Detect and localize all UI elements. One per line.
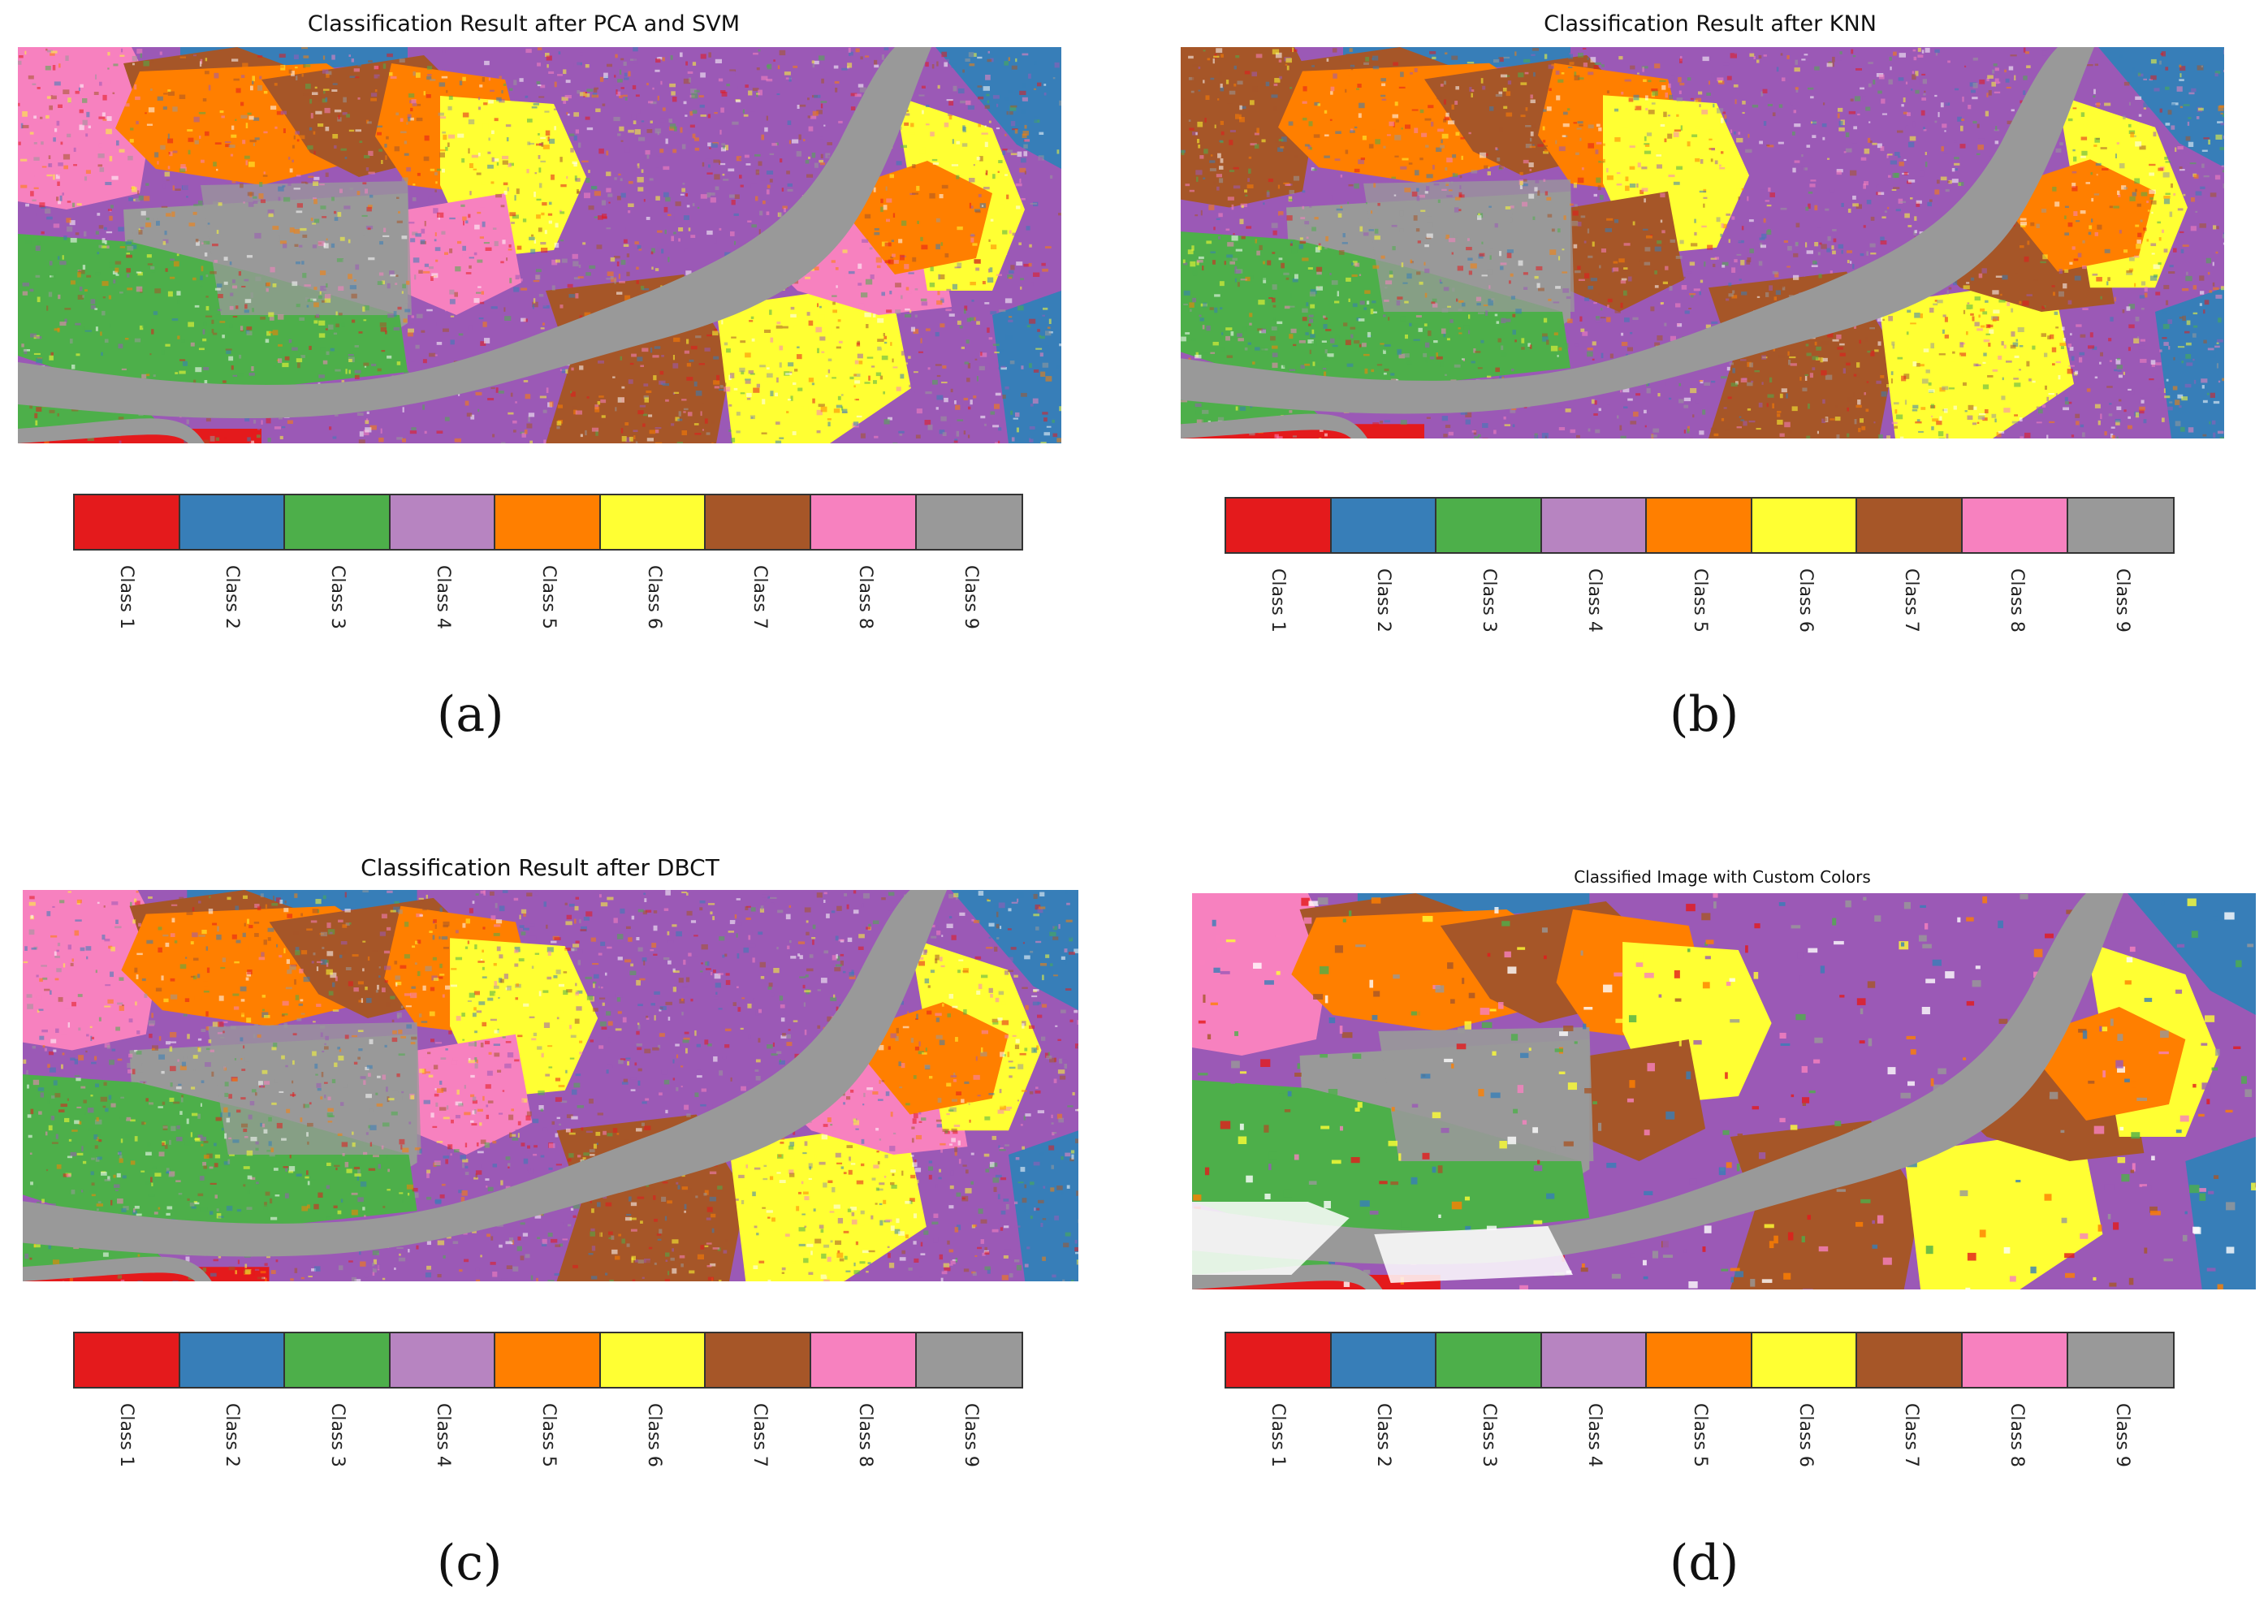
legend-label-class-1: Class 1 (1268, 568, 1288, 633)
map-image (1181, 47, 2224, 438)
legend-label-class-1: Class 1 (1268, 1403, 1288, 1467)
class-legend (1225, 1332, 2175, 1389)
subfigure-label: (b) (1670, 686, 1739, 743)
legend-label-class-9: Class 9 (2112, 1403, 2132, 1467)
legend-label-class-7: Class 7 (1901, 1403, 1921, 1467)
class-legend (73, 494, 1023, 551)
legend-label-class-5: Class 5 (1690, 568, 1710, 633)
subfigure-label: (d) (1670, 1535, 1739, 1592)
legend-label-class-2: Class 2 (1373, 568, 1393, 633)
classification-map (1192, 893, 2256, 1289)
legend-label-class-7: Class 7 (750, 565, 770, 629)
legend-swatch-class-2 (179, 495, 286, 549)
legend-swatch-class-4 (1541, 499, 1648, 552)
legend-swatch-class-4 (390, 1333, 496, 1387)
legend-label-class-4: Class 4 (433, 1403, 453, 1467)
legend-label-class-1: Class 1 (116, 1403, 136, 1467)
legend-swatch-class-6 (1752, 1333, 1858, 1387)
legend-label-class-4: Class 4 (433, 565, 453, 629)
legend-swatch-class-3 (285, 495, 391, 549)
legend-label-class-9: Class 9 (961, 1403, 981, 1467)
legend-label-class-7: Class 7 (750, 1403, 770, 1467)
legend-swatch-class-9 (916, 1333, 1022, 1387)
legend-label-class-3: Class 3 (1479, 568, 1499, 633)
classification-map (23, 890, 1078, 1281)
legend-label-class-6: Class 6 (644, 565, 664, 629)
map-image (18, 47, 1061, 443)
legend-swatch-class-3 (285, 1333, 391, 1387)
panel-a: Classification Result after PCA and SVM … (0, 0, 1134, 812)
legend-label-class-2: Class 2 (222, 565, 242, 629)
legend-swatch-class-5 (1647, 499, 1752, 552)
legend-swatch-class-8 (810, 1333, 917, 1387)
legend-swatch-class-7 (706, 1333, 811, 1387)
legend-swatch-class-9 (2067, 1333, 2174, 1387)
map-image (1192, 893, 2256, 1289)
legend-swatch-class-7 (706, 495, 811, 549)
legend-swatch-class-6 (600, 1333, 706, 1387)
legend-swatch-class-1 (75, 1333, 180, 1387)
panel-title: Classification Result after KNN (1544, 11, 1877, 37)
legend-label-class-8: Class 8 (2007, 568, 2027, 633)
classification-map (18, 47, 1061, 443)
legend-swatch-class-1 (1226, 499, 1332, 552)
legend-swatch-class-9 (916, 495, 1022, 549)
classification-map (1181, 47, 2224, 438)
legend-swatch-class-4 (390, 495, 496, 549)
legend-swatch-class-8 (1962, 499, 2068, 552)
legend-swatch-class-5 (495, 495, 601, 549)
subfigure-label: (a) (437, 686, 504, 743)
legend-label-class-8: Class 8 (855, 1403, 875, 1467)
legend-label-class-2: Class 2 (222, 1403, 242, 1467)
legend-label-class-4: Class 4 (1584, 1403, 1605, 1467)
legend-swatch-class-3 (1436, 499, 1542, 552)
panel-title: Classification Result after PCA and SVM (307, 11, 741, 37)
legend-swatch-class-5 (495, 1333, 601, 1387)
panel-c: Classification Result after DBCT Class 1… (0, 812, 1134, 1624)
legend-label-class-9: Class 9 (961, 565, 981, 629)
legend-label-class-3: Class 3 (327, 1403, 348, 1467)
legend-swatch-class-2 (179, 1333, 286, 1387)
panel-title: Classified Image with Custom Colors (1574, 867, 1871, 887)
legend-label-class-5: Class 5 (538, 1403, 559, 1467)
legend-swatch-class-1 (75, 495, 180, 549)
class-legend (73, 1332, 1023, 1389)
legend-swatch-class-8 (810, 495, 917, 549)
legend-swatch-class-7 (1857, 1333, 1963, 1387)
legend-label-class-6: Class 6 (1795, 568, 1816, 633)
legend-swatch-class-1 (1226, 1333, 1332, 1387)
legend-swatch-class-6 (1752, 499, 1858, 552)
legend-swatch-class-9 (2067, 499, 2174, 552)
legend-swatch-class-6 (600, 495, 706, 549)
legend-swatch-class-4 (1541, 1333, 1648, 1387)
legend-label-class-6: Class 6 (644, 1403, 664, 1467)
legend-label-class-3: Class 3 (1479, 1403, 1499, 1467)
legend-label-class-1: Class 1 (116, 565, 136, 629)
legend-label-class-5: Class 5 (1690, 1403, 1710, 1467)
panel-title: Classification Result after DBCT (361, 854, 719, 881)
legend-swatch-class-2 (1331, 499, 1437, 552)
legend-label-class-6: Class 6 (1795, 1403, 1816, 1467)
legend-swatch-class-7 (1857, 499, 1963, 552)
panel-d: Classified Image with Custom Colors Clas… (1134, 812, 2267, 1624)
legend-label-class-5: Class 5 (538, 565, 559, 629)
legend-swatch-class-8 (1962, 1333, 2068, 1387)
legend-swatch-class-5 (1647, 1333, 1752, 1387)
legend-label-class-2: Class 2 (1373, 1403, 1393, 1467)
legend-label-class-8: Class 8 (2007, 1403, 2027, 1467)
legend-label-class-8: Class 8 (855, 565, 875, 629)
legend-swatch-class-3 (1436, 1333, 1542, 1387)
legend-label-class-4: Class 4 (1584, 568, 1605, 633)
legend-swatch-class-2 (1331, 1333, 1437, 1387)
subfigure-label: (c) (437, 1535, 503, 1592)
legend-label-class-9: Class 9 (2112, 568, 2132, 633)
panel-b: Classification Result after KNN Class 1 C… (1134, 0, 2267, 812)
class-legend (1225, 497, 2175, 554)
map-image (23, 890, 1078, 1281)
legend-label-class-3: Class 3 (327, 565, 348, 629)
legend-label-class-7: Class 7 (1901, 568, 1921, 633)
